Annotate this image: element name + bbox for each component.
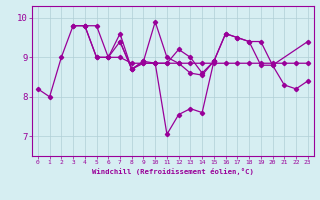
X-axis label: Windchill (Refroidissement éolien,°C): Windchill (Refroidissement éolien,°C) — [92, 168, 254, 175]
